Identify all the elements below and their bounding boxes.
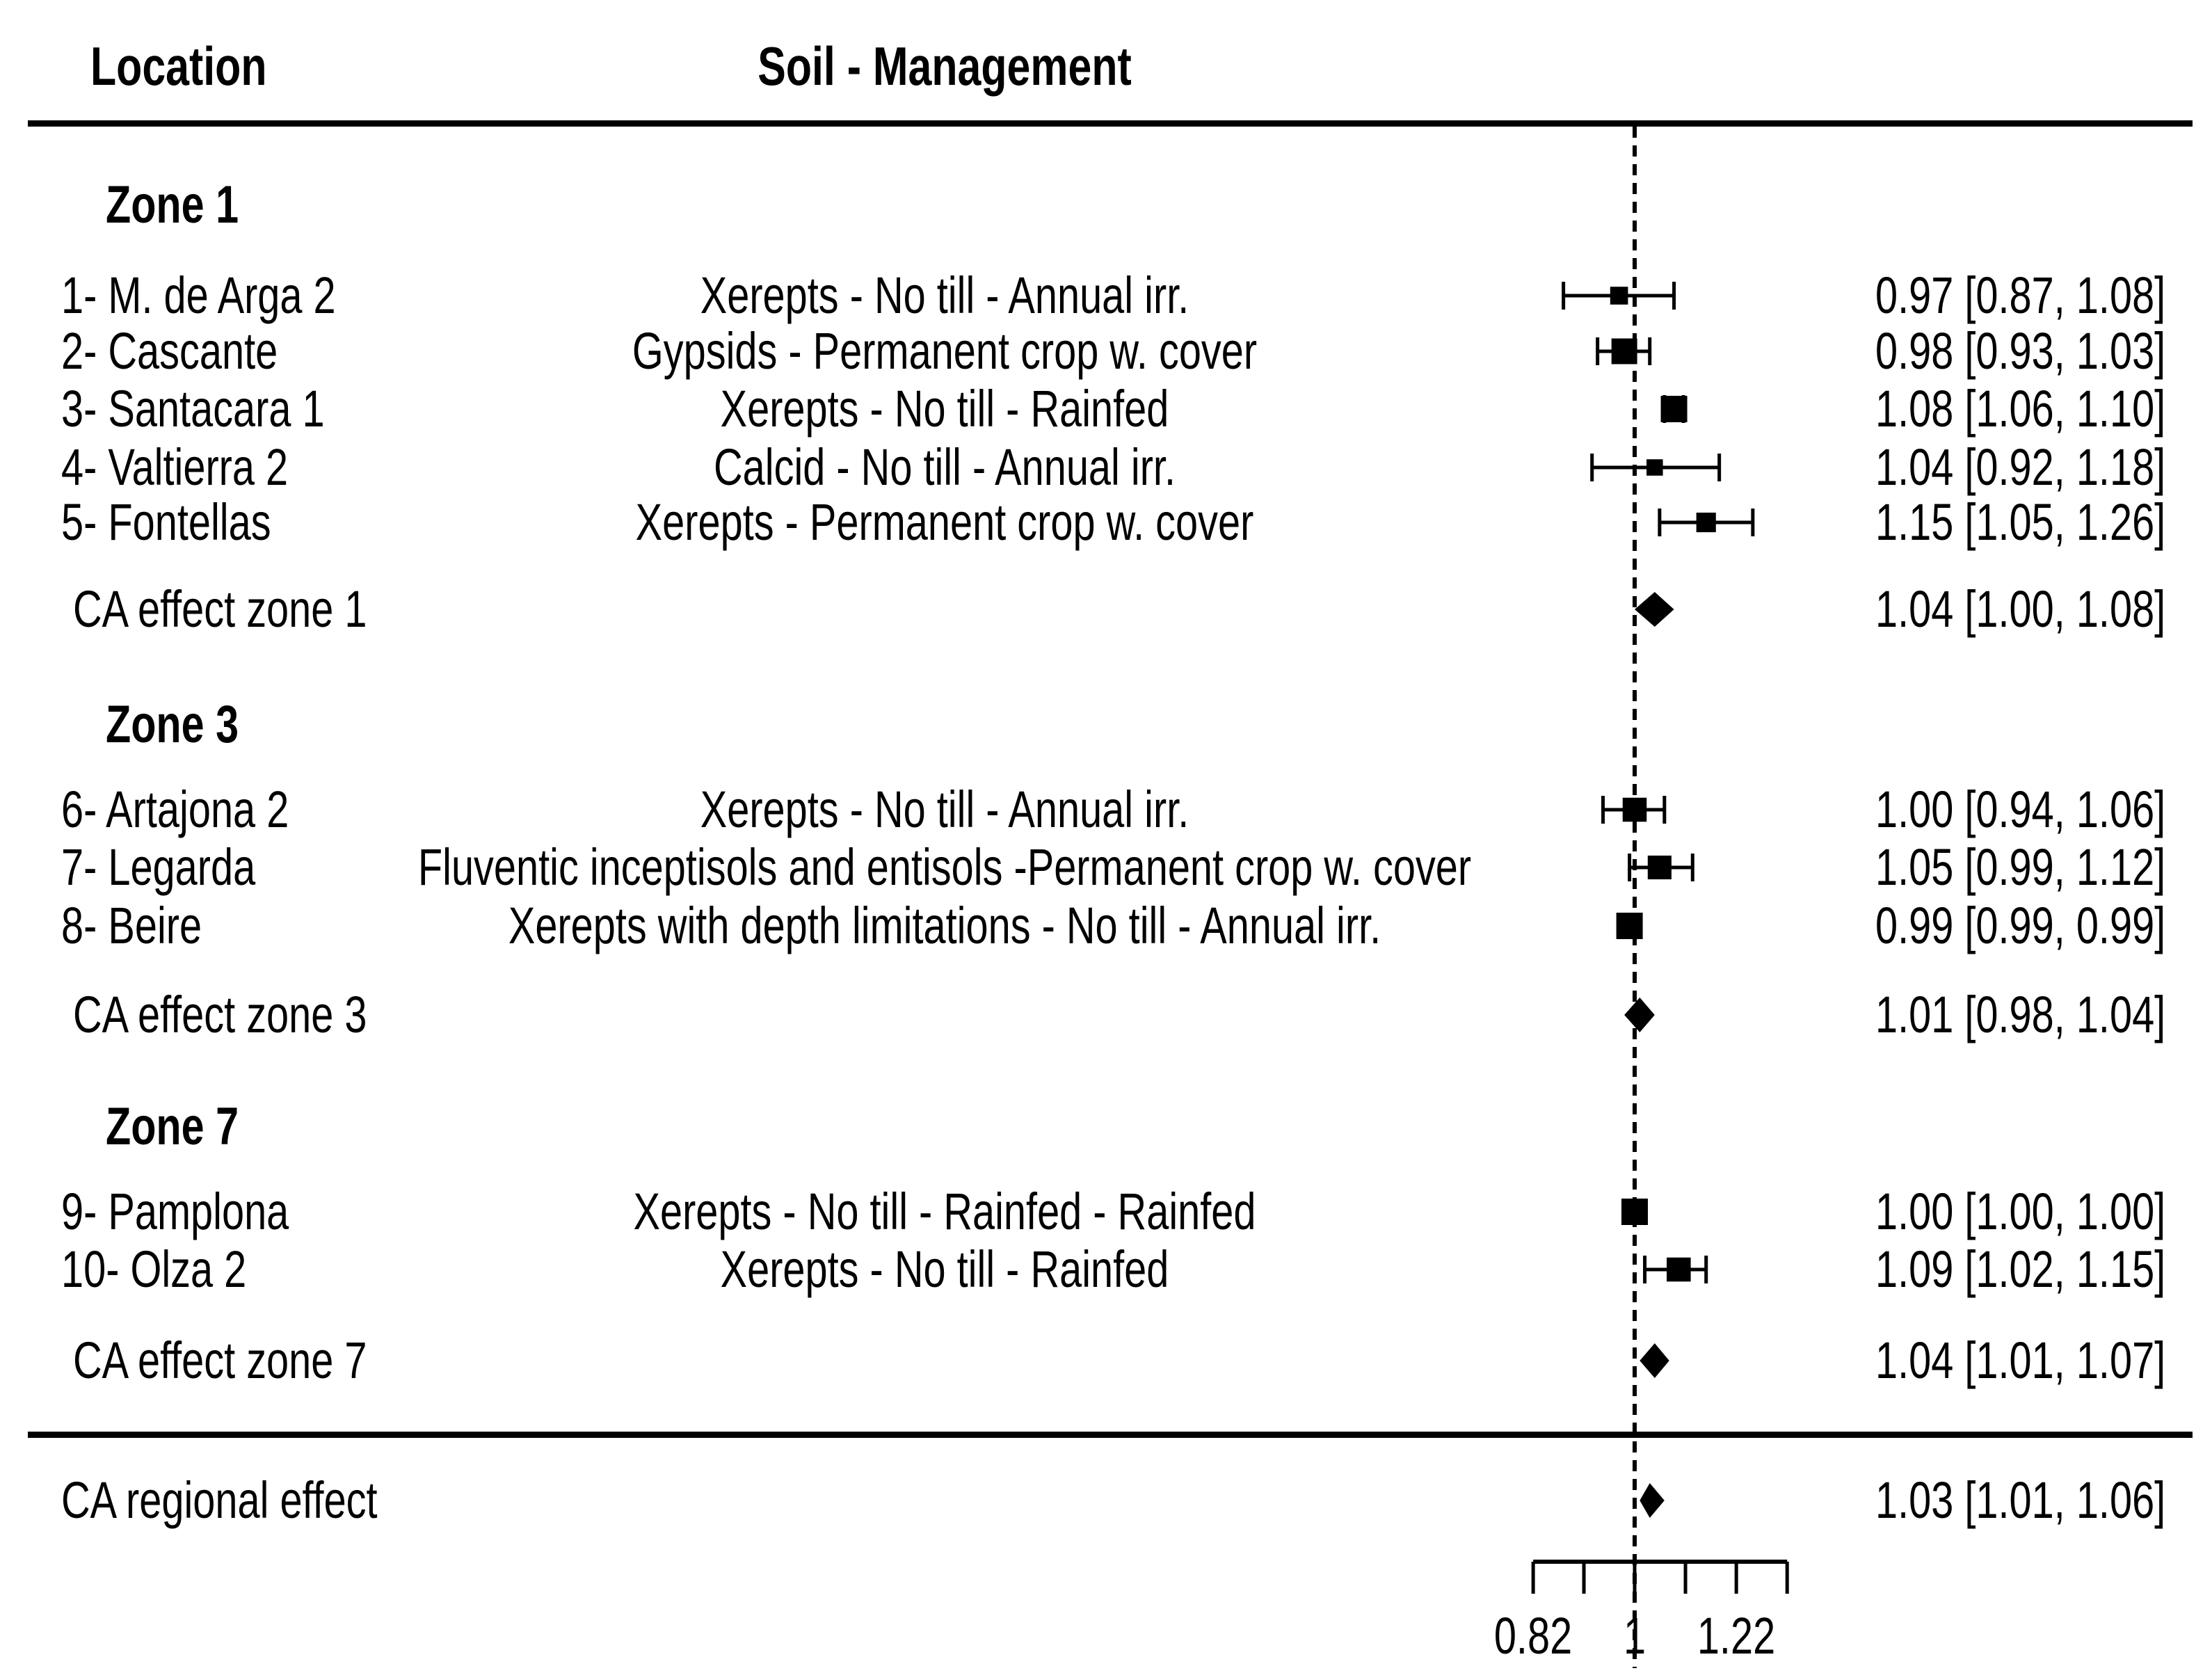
study-label-0-2: 3- Santacara 1: [61, 380, 325, 438]
column-header-location: Location: [90, 35, 267, 97]
study-soil-management-2-1: Xerepts - No till - Rainfed: [720, 1240, 1169, 1298]
bottom-rule: [28, 1432, 2193, 1438]
study-soil-management-0-0: Xerepts - No till - Annual irr.: [700, 266, 1189, 324]
x-axis-tick-label-2: 1.22: [1697, 1607, 1776, 1665]
summary-estimate-text-2: 1.01 [0.98, 1.04]: [1875, 986, 2166, 1043]
point-estimate-marker-1-2: [1616, 913, 1643, 939]
study-estimate-text-2-0: 1.00 [1.00, 1.00]: [1875, 1183, 2166, 1240]
overall-estimate-text: 1.03 [1.01, 1.06]: [1875, 1471, 2166, 1529]
point-estimate-marker-0-2: [1660, 396, 1688, 422]
point-estimate-marker-0-3: [1646, 459, 1663, 476]
zone-title-1: Zone 1: [106, 175, 239, 234]
study-estimate-text-0-2: 1.08 [1.06, 1.10]: [1875, 380, 2166, 438]
summary-3-diamond: [1640, 1343, 1669, 1378]
study-estimate-text-1-0: 1.00 [0.94, 1.06]: [1875, 781, 2166, 838]
study-estimate-text-0-0: 0.97 [0.87, 1.08]: [1875, 266, 2166, 324]
study-label-0-1: 2- Cascante: [61, 322, 278, 380]
study-label-0-3: 4- Valtierra 2: [61, 438, 289, 496]
summary-label-1: CA effect zone 1: [73, 580, 367, 638]
overall-effect-label: CA regional effect: [61, 1471, 378, 1529]
study-soil-management-1-2: Xerepts with depth limitations - No till…: [508, 897, 1381, 954]
overall-effect-diamond: [1640, 1483, 1665, 1518]
study-soil-management-1-0: Xerepts - No till - Annual irr.: [700, 781, 1189, 838]
study-estimate-text-0-1: 0.98 [0.93, 1.03]: [1875, 322, 2166, 380]
study-soil-management-0-2: Xerepts - No till - Rainfed: [720, 380, 1169, 438]
point-estimate-marker-0-0: [1610, 287, 1628, 305]
top-rule: [28, 120, 2193, 127]
point-estimate-marker-1-1: [1647, 855, 1672, 880]
study-soil-management-0-4: Xerepts - Permanent crop w. cover: [635, 493, 1254, 551]
point-estimate-marker-2-0: [1621, 1199, 1648, 1225]
summary-label-3: CA effect zone 7: [73, 1331, 367, 1389]
summary-1-diamond: [1635, 592, 1674, 627]
study-soil-management-0-1: Gypsids - Permanent crop w. cover: [632, 322, 1258, 380]
study-estimate-text-1-1: 1.05 [0.99, 1.12]: [1875, 838, 2166, 896]
summary-estimate-text-3: 1.04 [1.01, 1.07]: [1875, 1331, 2166, 1389]
study-soil-management-1-1: Fluventic inceptisols and entisols -Perm…: [417, 838, 1472, 896]
study-label-2-0: 9- Pamplona: [61, 1183, 289, 1240]
column-header-soil-management: Soil - Management: [758, 35, 1132, 97]
study-label-2-1: 10- Olza 2: [61, 1240, 247, 1298]
point-estimate-marker-2-1: [1667, 1257, 1691, 1282]
point-estimate-marker-0-4: [1696, 512, 1716, 533]
x-axis-tick-label-1: 1: [1623, 1607, 1646, 1665]
study-soil-management-2-0: Xerepts - No till - Rainfed - Rainfed: [633, 1183, 1256, 1240]
study-label-0-0: 1- M. de Arga 2: [61, 266, 336, 324]
study-estimate-text-2-1: 1.09 [1.02, 1.15]: [1875, 1240, 2166, 1298]
summary-2-diamond: [1624, 998, 1655, 1032]
point-estimate-marker-0-1: [1611, 338, 1637, 365]
study-label-0-4: 5- Fontellas: [61, 493, 271, 551]
zone-title-2: Zone 3: [106, 695, 239, 754]
study-estimate-text-0-3: 1.04 [0.92, 1.18]: [1875, 438, 2166, 496]
zone-title-3: Zone 7: [106, 1097, 239, 1156]
study-estimate-text-0-4: 1.15 [1.05, 1.26]: [1875, 493, 2166, 551]
study-label-1-0: 6- Artajona 2: [61, 781, 289, 838]
study-estimate-text-1-2: 0.99 [0.99, 0.99]: [1875, 897, 2166, 954]
study-label-1-2: 8- Beire: [61, 897, 202, 954]
x-axis-tick-label-0: 0.82: [1493, 1607, 1573, 1665]
study-soil-management-0-3: Calcid - No till - Annual irr.: [713, 438, 1176, 496]
summary-label-2: CA effect zone 3: [73, 986, 367, 1043]
study-label-1-1: 7- Legarda: [61, 838, 256, 896]
summary-estimate-text-1: 1.04 [1.00, 1.08]: [1875, 580, 2166, 638]
point-estimate-marker-1-0: [1622, 797, 1647, 822]
